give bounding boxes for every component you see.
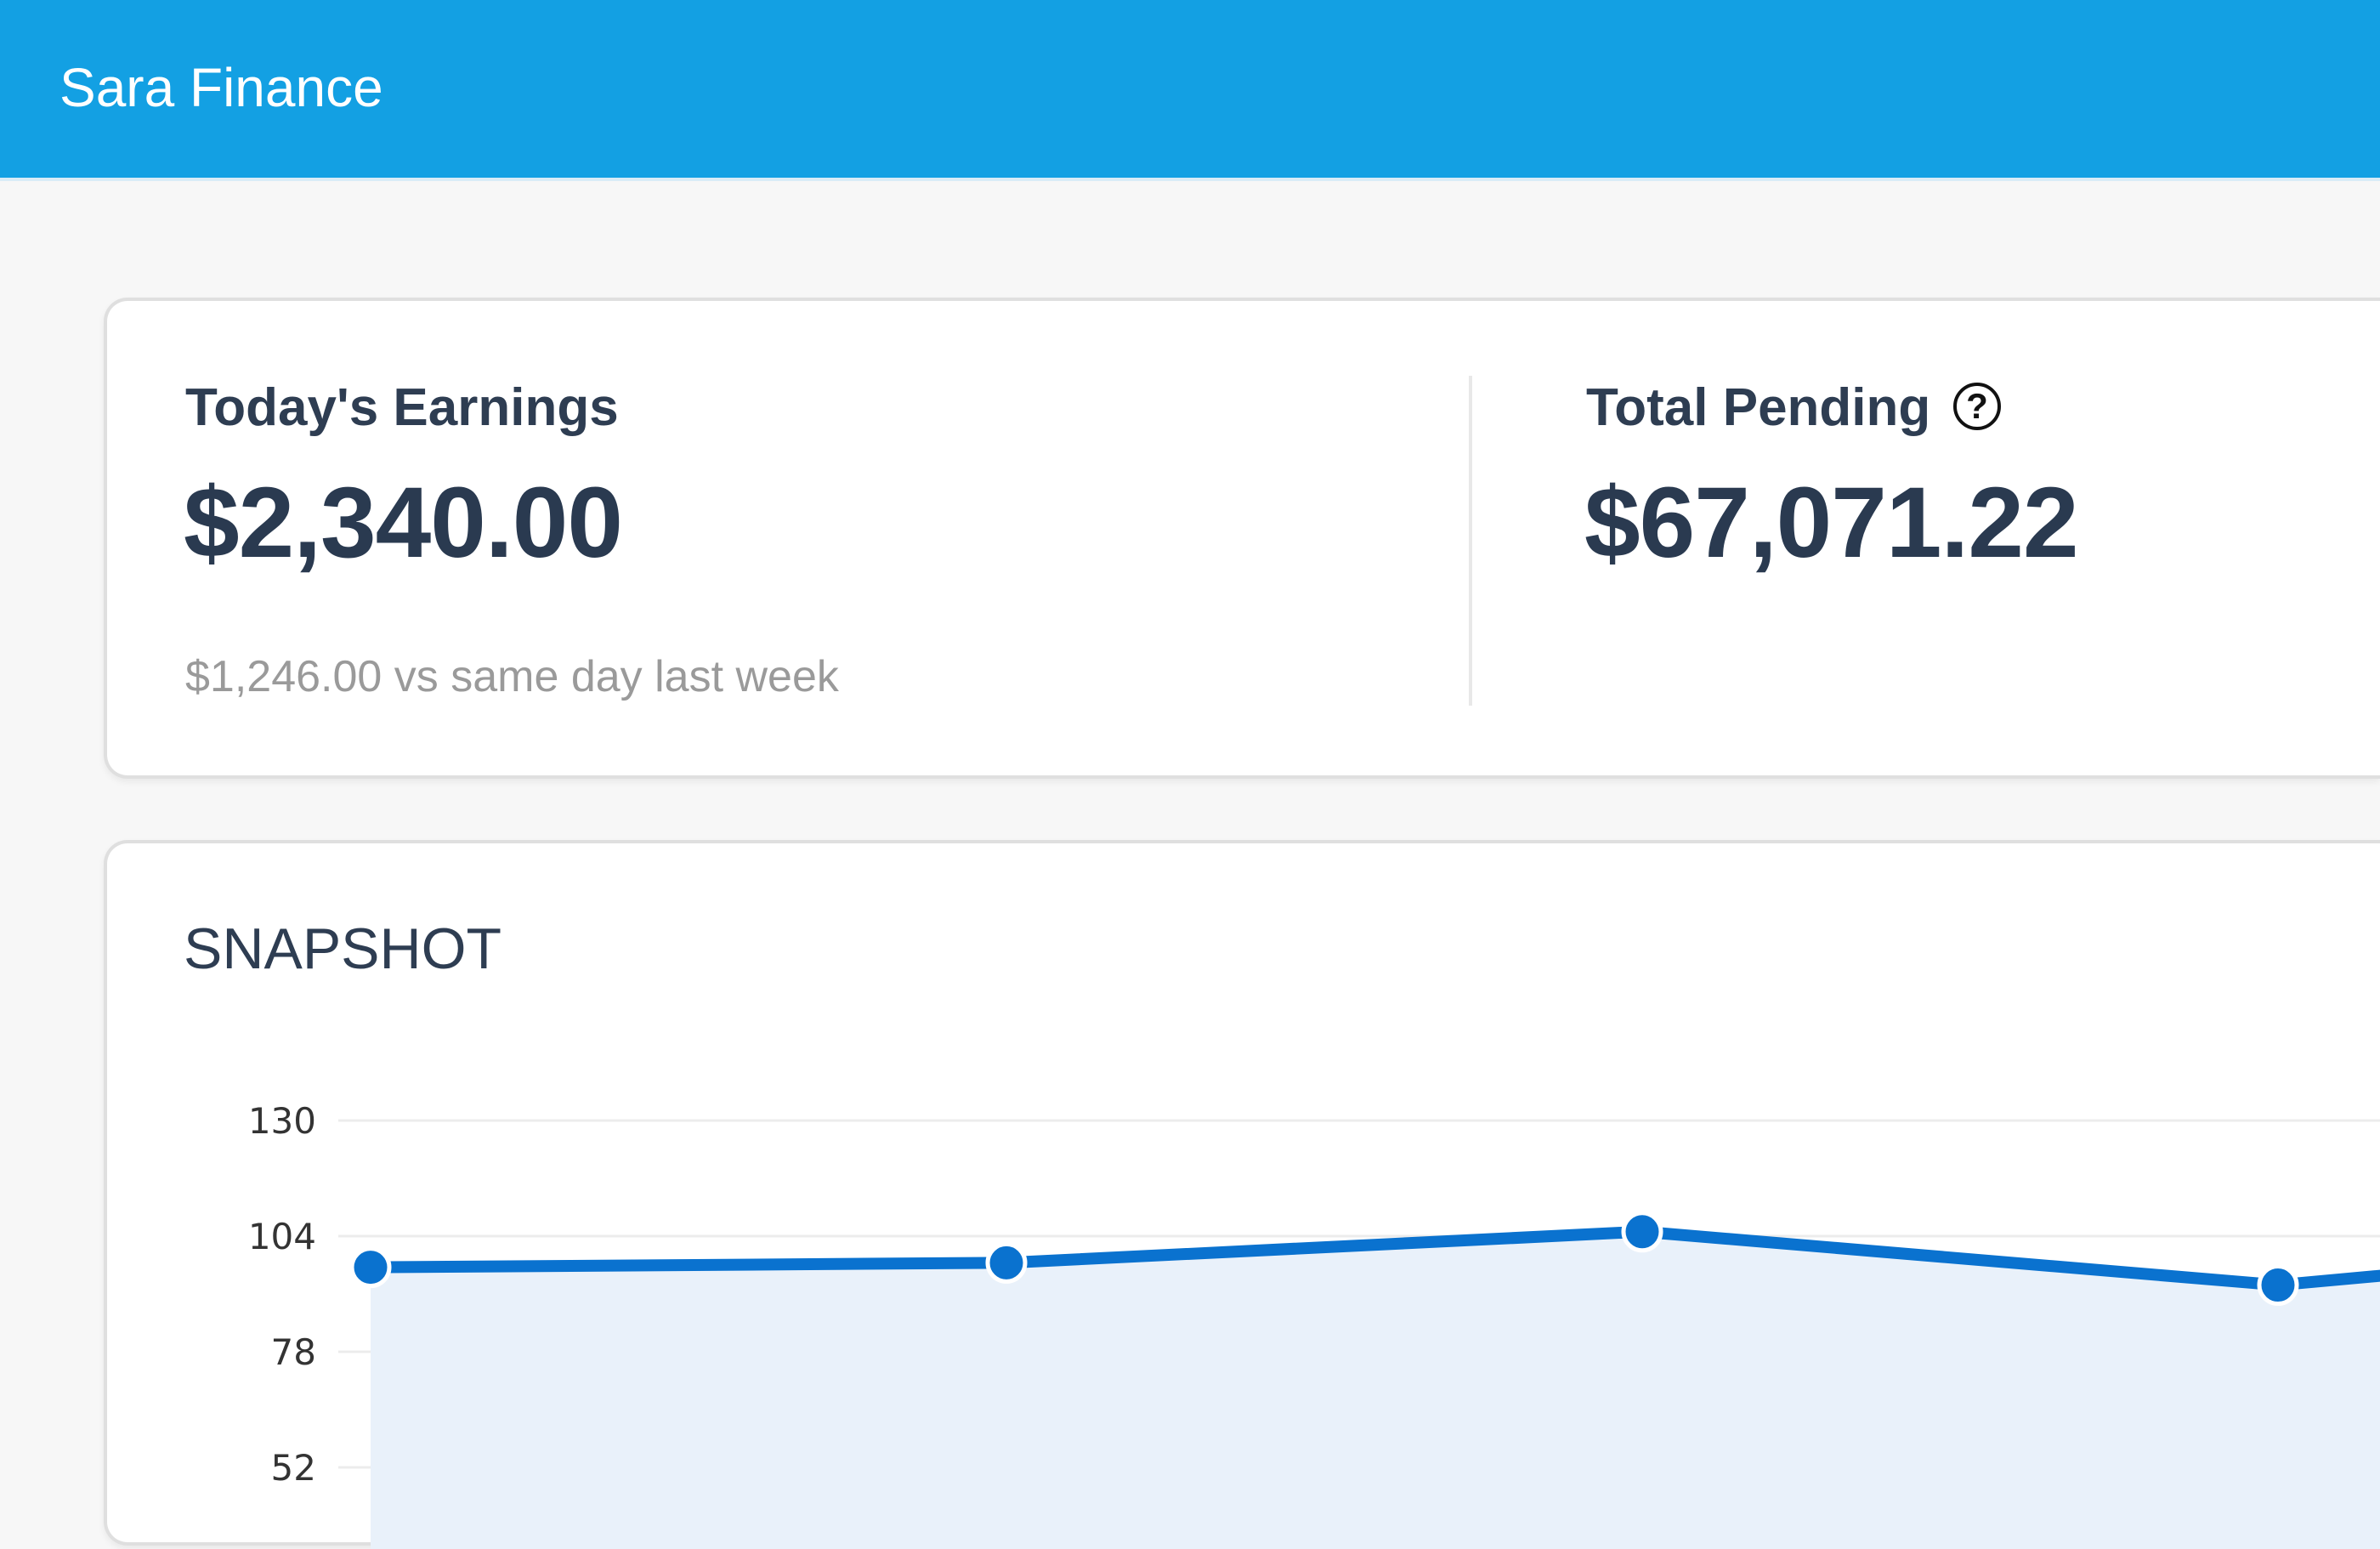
kpi-divider bbox=[1469, 376, 1472, 706]
app-title[interactable]: Sara Finance bbox=[60, 57, 383, 118]
y-tick-label: 78 bbox=[271, 1331, 316, 1373]
series-area bbox=[371, 1231, 2380, 1549]
data-point bbox=[349, 1246, 392, 1289]
snapshot-title: SNAPSHOT bbox=[184, 916, 502, 981]
y-tick-label: 52 bbox=[271, 1447, 316, 1489]
earnings-comparison-text: $1,246.00 vs same day last week bbox=[185, 652, 839, 701]
earnings-card: Today's Earnings $2,340.00 $1,246.00 vs … bbox=[104, 298, 2380, 779]
data-point bbox=[985, 1241, 1028, 1284]
todays-earnings-label: Today's Earnings bbox=[185, 378, 619, 437]
snapshot-card: SNAPSHOT 130 104 78 52 bbox=[104, 840, 2380, 1549]
total-pending-value: $67,071.22 bbox=[1584, 467, 2079, 579]
question-circle-icon[interactable]: ? bbox=[1953, 383, 2001, 430]
data-point bbox=[2257, 1264, 2299, 1307]
data-point bbox=[1621, 1211, 1663, 1253]
y-tick-label: 104 bbox=[248, 1216, 316, 1257]
y-tick-label: 130 bbox=[248, 1100, 316, 1142]
total-pending-label: Total Pending bbox=[1586, 378, 1931, 437]
top-app-bar: Sara Finance bbox=[0, 0, 2380, 181]
todays-earnings-value: $2,340.00 bbox=[184, 467, 623, 579]
snapshot-chart: 130 104 78 52 bbox=[248, 1100, 2380, 1549]
